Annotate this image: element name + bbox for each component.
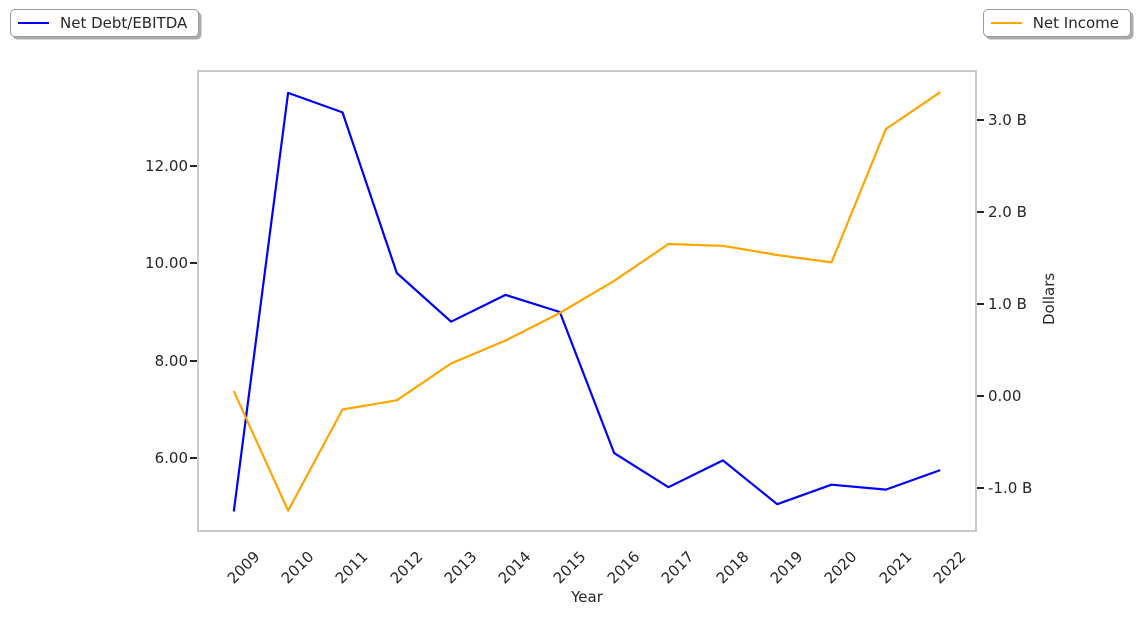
x-tick-label: 2009 — [223, 547, 264, 588]
y-tick-mark-right — [977, 394, 984, 397]
y-tick-label-right: 1.0 B — [988, 294, 1027, 313]
x-tick-label: 2013 — [440, 547, 481, 588]
y-tick-label-right: 2.0 B — [988, 202, 1027, 221]
y-tick-label-right: 3.0 B — [988, 110, 1027, 129]
series-line-net-debt-ebitda — [232, 91, 941, 512]
x-tick-label: 2011 — [332, 547, 372, 588]
y-tick-mark-left — [190, 164, 197, 167]
y-tick-mark-left — [190, 262, 197, 265]
y-tick-label-left: 10.00 — [145, 254, 188, 273]
y-tick-label-left: 6.00 — [154, 449, 188, 467]
x-tick-label: 2022 — [929, 547, 970, 588]
x-tick-label: 2020 — [821, 547, 861, 588]
legend-line-sample-net-income — [990, 21, 1022, 25]
y-tick-mark-right — [977, 302, 984, 305]
y-tick-mark-right — [977, 118, 984, 121]
plot-area — [197, 70, 977, 532]
y-tick-label-left: 8.00 — [154, 351, 188, 370]
y-tick-label-left: 12.00 — [145, 156, 188, 175]
x-tick-label: 2014 — [495, 547, 535, 588]
x-axis-label: Year — [571, 588, 603, 606]
x-tick-label: 2021 — [875, 547, 916, 588]
legend-net-debt-ebitda[interactable]: Net Debt/EBITDA — [10, 9, 200, 37]
x-tick-label: 2012 — [386, 547, 427, 588]
y-tick-mark-right — [977, 486, 984, 489]
series-line-net-income — [232, 91, 941, 512]
y-tick-mark-left — [190, 457, 197, 459]
y-tick-label-right: 0.00 — [988, 386, 1022, 405]
x-tick-label: 2010 — [277, 547, 318, 588]
x-tick-label: 2016 — [603, 547, 644, 588]
line-chart — [232, 91, 941, 512]
y-tick-label-right: -1.0 B — [988, 478, 1033, 497]
x-tick-label: 2018 — [712, 547, 753, 588]
legend-label-net-income: Net Income — [1032, 14, 1119, 32]
y-tick-mark-right — [977, 210, 984, 213]
right-axis-label: Dollars — [1040, 272, 1058, 326]
x-tick-label: 2017 — [658, 547, 698, 588]
y-tick-mark-left — [190, 359, 197, 362]
x-tick-label: 2019 — [766, 547, 807, 588]
x-tick-label: 2015 — [549, 547, 590, 588]
legend-line-sample-net-debt-ebitda — [18, 21, 49, 25]
legend-net-income[interactable]: Net Income — [982, 9, 1131, 37]
legend-label-net-debt-ebitda: Net Debt/EBITDA — [60, 14, 188, 32]
